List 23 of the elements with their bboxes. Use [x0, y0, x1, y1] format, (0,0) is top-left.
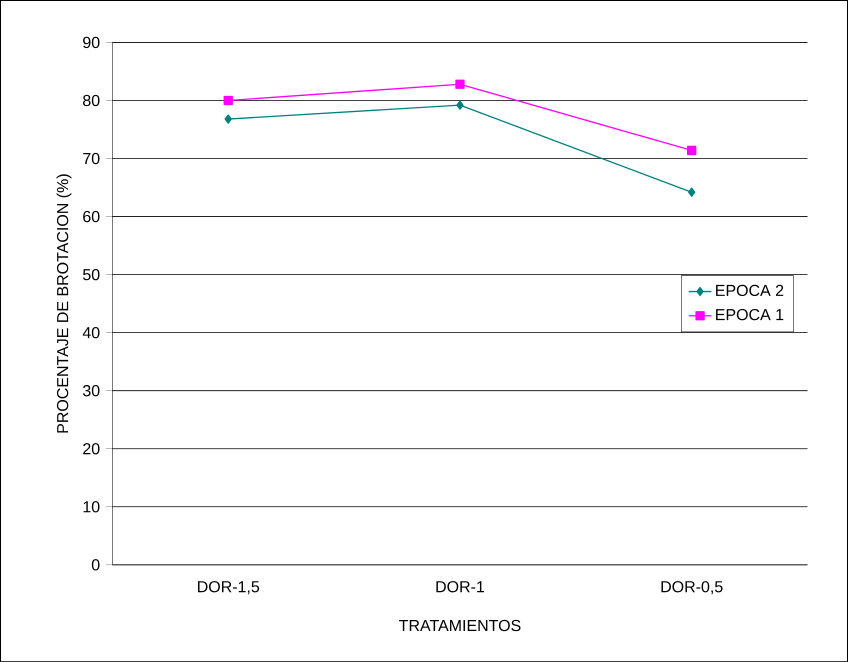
point: [456, 100, 464, 110]
x-axis-title: TRATAMIENTOS: [399, 620, 520, 632]
y-tick-label: 40: [82, 326, 100, 338]
y-tick-label: 60: [83, 210, 100, 222]
point: [687, 146, 696, 155]
point: [224, 114, 232, 124]
y-tick-label: 90: [83, 36, 100, 48]
y-tick-label: 10: [84, 501, 100, 512]
y-tick-label: 20: [83, 442, 100, 454]
legend-label: EPOCA 1: [716, 308, 784, 320]
y-tick-label: 30: [82, 384, 100, 396]
y-tick-label: 50: [82, 268, 100, 280]
point: [224, 96, 233, 106]
y-tick-label: 70: [83, 152, 100, 164]
y-axis-title: PROCENTAJE DE BROTACION (%): [56, 174, 72, 432]
y-tick-label: 80: [83, 94, 100, 106]
point: [688, 187, 696, 197]
legend-label: EPOCA 2: [716, 284, 784, 296]
point: [455, 79, 465, 89]
x-tick-label: DOR-0,5: [661, 580, 723, 594]
x-tick-label: DOR-1,5: [198, 580, 260, 594]
x-tick-label: DOR-1: [436, 580, 484, 592]
y-tick-label: 0: [92, 559, 100, 570]
